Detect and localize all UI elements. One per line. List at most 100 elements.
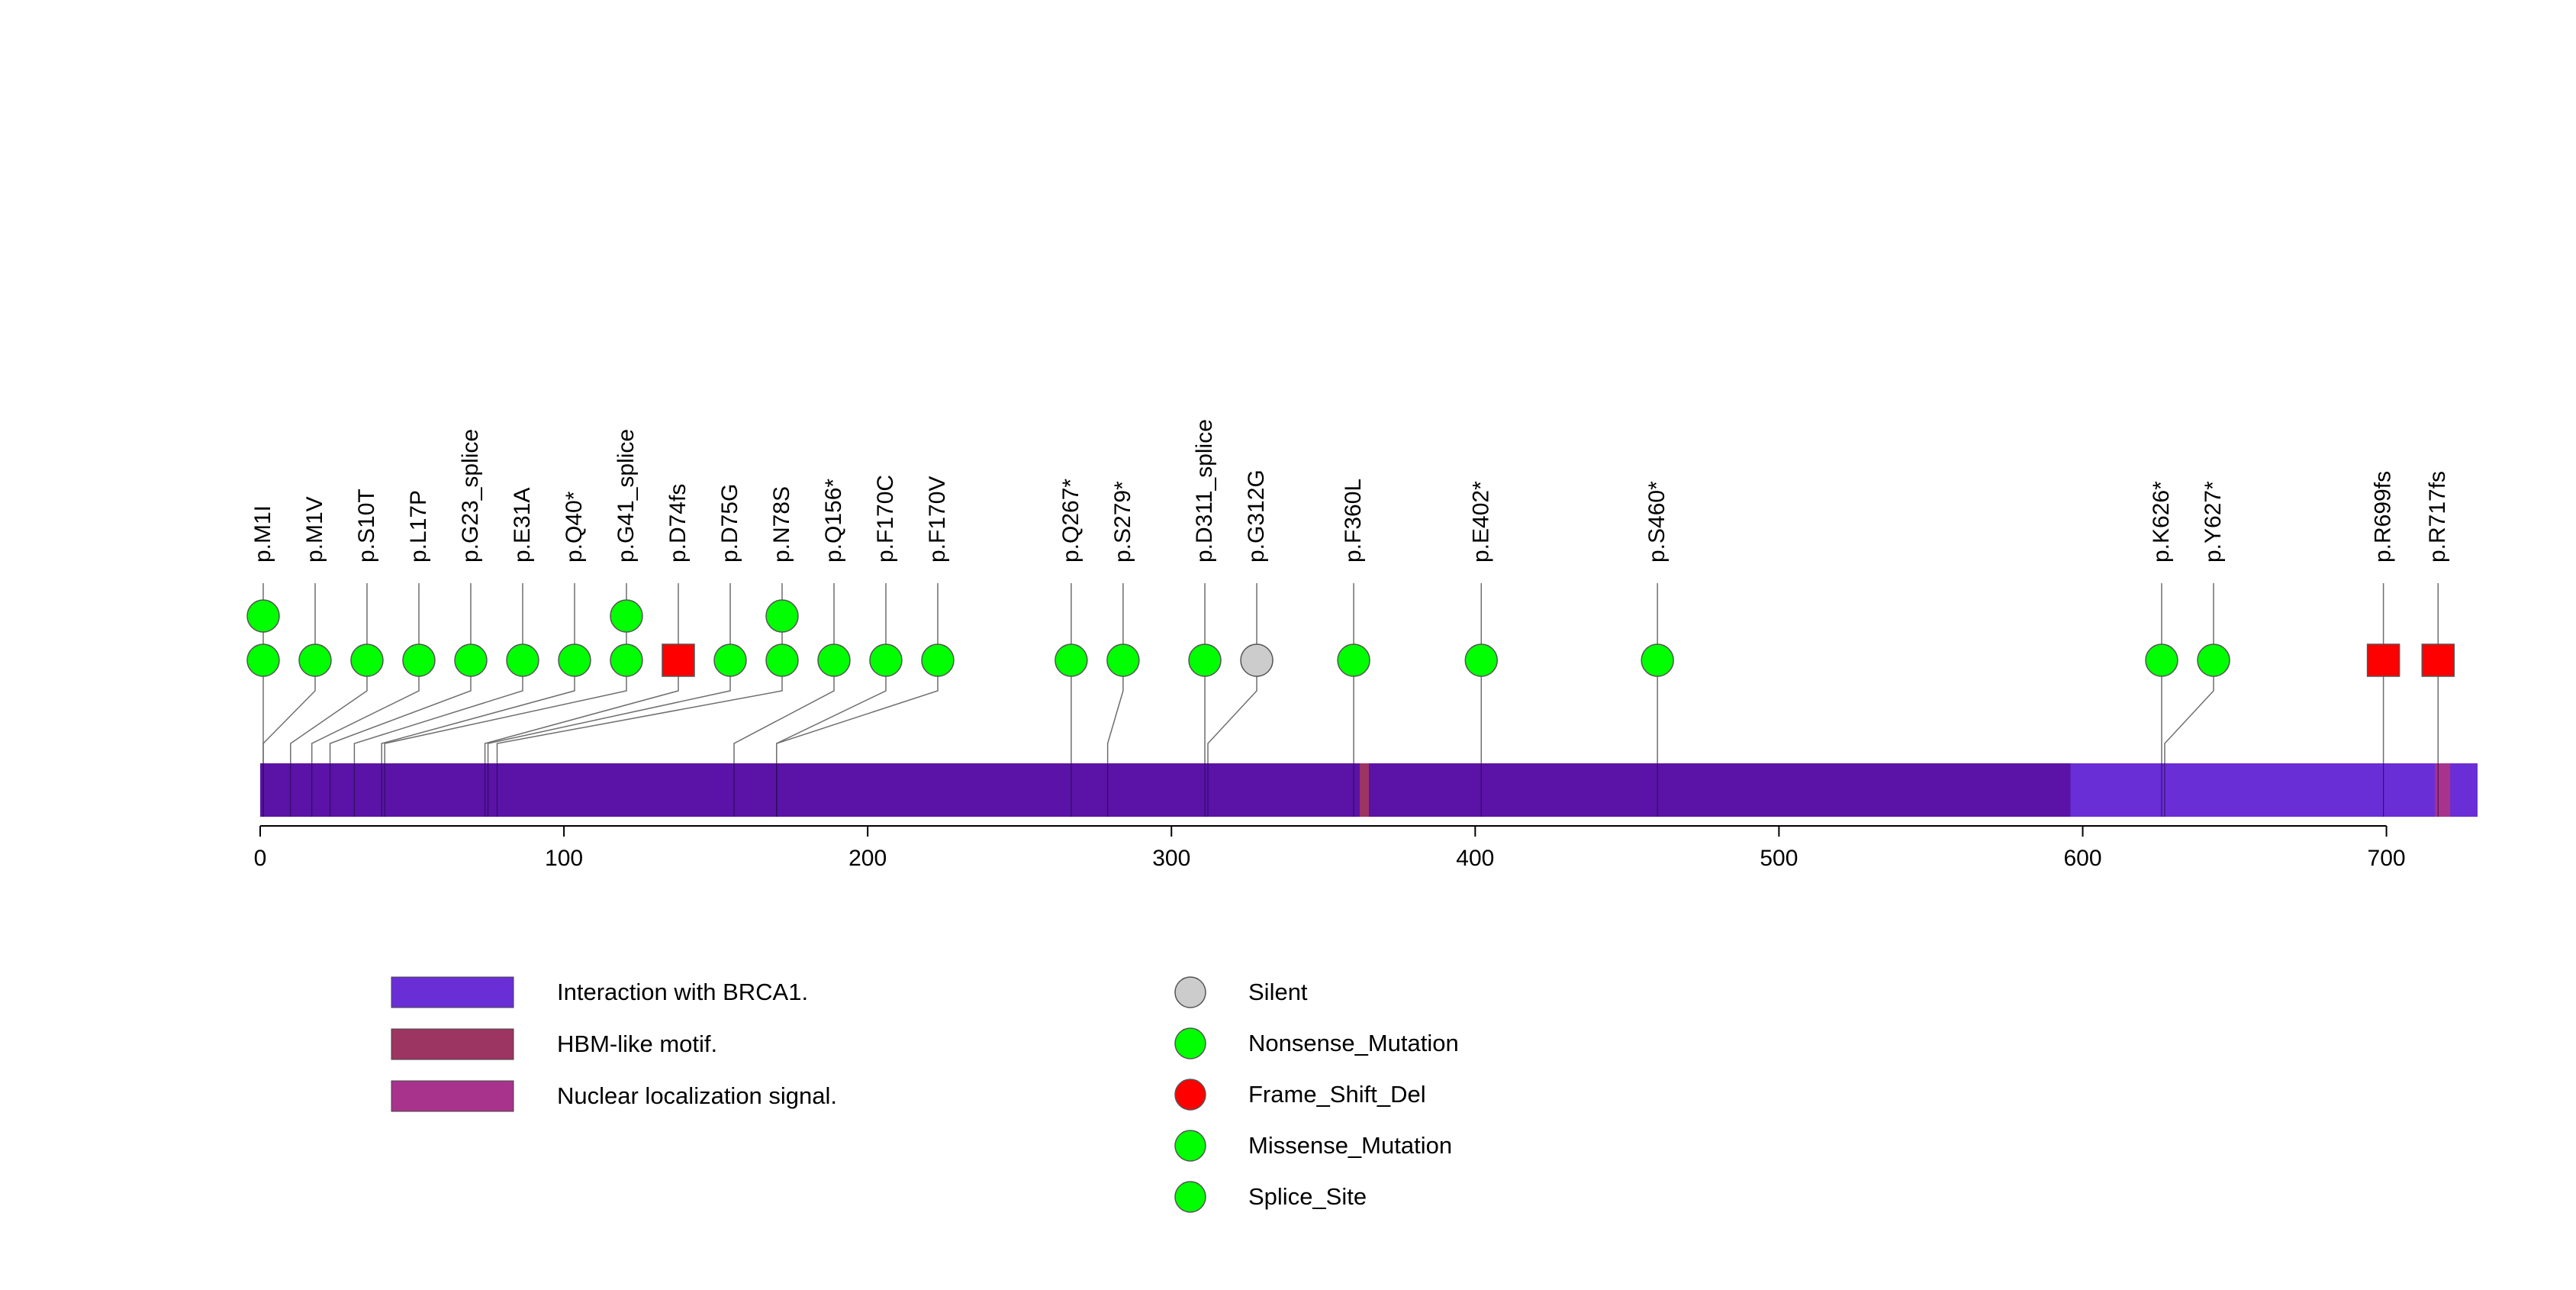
legend-label: HBM-like motif. xyxy=(557,1030,717,1057)
domain-interaction-with-brca1 xyxy=(2070,763,2478,817)
axis-tick-label: 100 xyxy=(545,846,583,871)
mutation-type-legend: Silent Nonsense_Mutation Frame_Shift_Del Mi… xyxy=(1174,976,1459,1213)
nonsense-marker xyxy=(454,643,488,677)
frame-shift-marker xyxy=(662,643,695,677)
nonsense-marker xyxy=(506,643,539,677)
legend-label: Nuclear localization signal. xyxy=(557,1082,837,1109)
mutation-label: p.Q40* xyxy=(562,491,587,563)
connector-line xyxy=(487,583,731,763)
nonsense-marker xyxy=(869,643,903,677)
nonsense-marker xyxy=(817,643,851,677)
connector-line xyxy=(329,583,472,763)
mutation-label: p.S10T xyxy=(354,489,379,563)
nonsense-marker xyxy=(610,599,643,633)
mutation-label: p.D74fs xyxy=(665,484,691,563)
mutation-label: p.N78S xyxy=(769,486,794,563)
mutation-label: p.G312G xyxy=(1244,469,1269,563)
mutation-label: p.Y627* xyxy=(2201,481,2226,563)
mutation-label: p.R717fs xyxy=(2425,471,2450,563)
axis-tick-label: 500 xyxy=(1760,846,1798,871)
silent-marker xyxy=(1240,643,1274,677)
mutation-labels: p.M1I p.M1V p.S10T p.L17P p.G23_splice p.E31A… xyxy=(250,419,2450,563)
legend-symbol xyxy=(1174,1027,1206,1059)
nonsense-marker xyxy=(1188,643,1222,677)
mutation-markers xyxy=(246,599,2455,677)
mutation-label: p.R699fs xyxy=(2371,471,2396,563)
nonsense-marker xyxy=(246,643,280,677)
nonsense-marker xyxy=(1106,643,1140,677)
nonsense-marker xyxy=(765,599,799,633)
mutation-label: p.S279* xyxy=(1110,481,1135,563)
connector-line xyxy=(311,583,420,763)
legend-swatch xyxy=(391,976,514,1008)
nonsense-marker xyxy=(1464,643,1499,677)
legend-label: Interaction with BRCA1. xyxy=(557,979,808,1005)
legend-symbol xyxy=(1174,1181,1206,1213)
connector-line xyxy=(381,583,575,763)
domain-hbm-like-motif xyxy=(1360,763,1369,817)
axis-tick-label: 700 xyxy=(2368,846,2406,871)
connector-line xyxy=(496,583,783,763)
mutation-label: p.Q156* xyxy=(821,479,846,563)
legend-label: Missense_Mutation xyxy=(1248,1132,1452,1159)
legend-label: Nonsense_Mutation xyxy=(1248,1030,1459,1056)
legend-swatch xyxy=(391,1028,514,1060)
mutation-label: p.Q267* xyxy=(1058,479,1084,563)
nonsense-marker xyxy=(298,643,332,677)
nonsense-marker xyxy=(246,599,280,633)
nonsense-marker xyxy=(1337,643,1370,677)
legend-symbol xyxy=(1174,1079,1206,1111)
legend-label: Splice_Site xyxy=(1248,1183,1367,1210)
nonsense-marker xyxy=(350,643,384,677)
connector-line xyxy=(733,583,835,763)
nonsense-marker xyxy=(402,643,436,677)
nonsense-marker xyxy=(2145,643,2178,677)
connector-lines xyxy=(262,583,2439,763)
protein-backbone xyxy=(260,763,2478,817)
connector-line xyxy=(262,583,316,763)
connector-line xyxy=(775,583,939,763)
legend-label: Silent xyxy=(1248,979,1308,1005)
nonsense-marker xyxy=(1055,643,1088,677)
frame-shift-marker xyxy=(2421,643,2455,677)
nonsense-marker xyxy=(2197,643,2230,677)
connector-line xyxy=(484,583,679,763)
mutation-label: p.D75G xyxy=(717,484,742,563)
nonsense-marker xyxy=(713,643,747,677)
legend-symbol xyxy=(1174,1130,1206,1162)
mutation-label: p.E402* xyxy=(1468,481,1493,563)
axis-tick-label: 200 xyxy=(848,846,887,871)
x-axis: 0 100 200 300 400 500 600 700 xyxy=(254,825,2406,871)
connector-line xyxy=(1207,583,1257,763)
mutation-label: p.F170C xyxy=(873,475,898,563)
connector-line xyxy=(290,583,368,763)
axis-tick-label: 400 xyxy=(1456,846,1494,871)
frame-shift-marker xyxy=(2366,643,2401,677)
nonsense-marker xyxy=(558,643,591,677)
mutation-label: p.F170V xyxy=(925,476,950,563)
mutation-label: p.L17P xyxy=(406,490,431,563)
mutation-label: p.M1I xyxy=(250,505,275,563)
nonsense-marker xyxy=(921,643,955,677)
nonsense-marker xyxy=(610,643,643,677)
connector-line xyxy=(1106,583,1124,763)
mutation-label: p.G41_splice xyxy=(613,429,639,563)
mutation-label: p.S460* xyxy=(1644,481,1670,563)
connector-line xyxy=(384,583,627,763)
mutation-label: p.K626* xyxy=(2149,481,2174,563)
axis-tick-label: 600 xyxy=(2063,846,2101,871)
domain-legend: Interaction with BRCA1. HBM-like motif. Nu… xyxy=(391,976,837,1112)
mutation-label: p.M1V xyxy=(302,496,327,563)
mutation-label: p.F360L xyxy=(1341,479,1366,563)
axis-tick-label: 300 xyxy=(1152,846,1190,871)
connector-line xyxy=(2164,583,2214,763)
mutation-label: p.D311_splice xyxy=(1192,419,1217,563)
legend-symbol xyxy=(1174,976,1206,1008)
connector-line xyxy=(353,583,523,763)
mutation-label: p.G23_splice xyxy=(458,429,483,563)
nonsense-marker xyxy=(765,643,799,677)
mutation-label: p.E31A xyxy=(510,488,535,563)
axis-tick-label: 0 xyxy=(254,846,267,871)
nonsense-marker xyxy=(1641,643,1674,677)
